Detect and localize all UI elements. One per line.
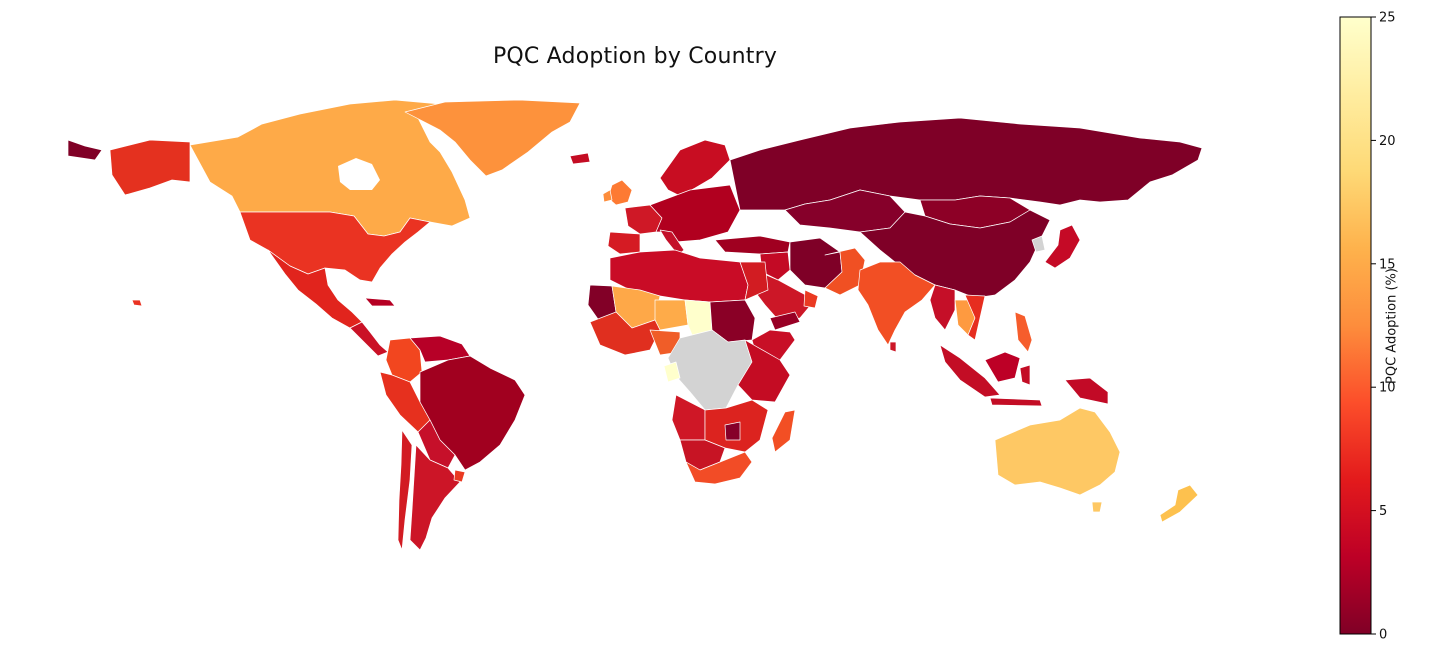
- country-malaysia-sumatra: [939, 344, 1001, 398]
- country-japan: [1044, 224, 1081, 269]
- country-new-zealand: [1159, 484, 1199, 523]
- country-mexico: [267, 249, 363, 329]
- country-kenya-tanzania: [737, 339, 791, 403]
- country-tasmania: [1091, 501, 1103, 513]
- colorbar-tick-label-10: 10: [1379, 381, 1396, 396]
- country-west-africa: [589, 311, 661, 356]
- country-papua: [1064, 377, 1109, 405]
- country-gabon: [663, 361, 681, 383]
- country-canada-hudson-bay: [338, 158, 380, 190]
- country-uruguay: [453, 469, 466, 483]
- country-vietnam: [964, 294, 986, 341]
- country-madagascar: [771, 409, 796, 453]
- country-russia-east-tip: [67, 139, 103, 161]
- country-central-europe: [649, 184, 741, 243]
- country-afghanistan-pakistan: [824, 247, 866, 296]
- countries: [67, 99, 1203, 551]
- country-alaska: [109, 139, 191, 196]
- country-argentina: [409, 444, 461, 551]
- colorbar: 0 5 10 15 20 25: [1339, 11, 1396, 643]
- country-philippines: [1014, 311, 1033, 353]
- country-russia: [729, 117, 1203, 211]
- country-myanmar: [929, 284, 956, 331]
- country-chile: [397, 429, 413, 551]
- country-niger: [654, 299, 689, 331]
- colorbar-tick-label-15: 15: [1379, 257, 1396, 272]
- country-sri-lanka: [889, 341, 897, 353]
- map-title: PQC Adoption by Country: [492, 44, 778, 69]
- country-australia: [994, 407, 1121, 496]
- country-indonesia-java: [989, 397, 1043, 407]
- country-indonesia-borneo: [984, 351, 1021, 383]
- country-cuba: [364, 297, 396, 307]
- country-india: [857, 261, 936, 346]
- country-ireland: [602, 189, 613, 203]
- country-egypt: [739, 261, 769, 301]
- colorbar-tick-label-20: 20: [1379, 134, 1396, 149]
- country-central-america: [349, 321, 389, 357]
- country-south-africa: [685, 451, 753, 485]
- country-spain: [607, 231, 641, 255]
- country-korea: [1031, 235, 1046, 253]
- colorbar-tick-label-0: 0: [1379, 628, 1387, 643]
- country-oman: [803, 289, 819, 309]
- country-scandinavia: [659, 139, 731, 197]
- country-indonesia-sulawesi: [1019, 364, 1031, 386]
- country-yemen: [769, 311, 801, 331]
- country-uk: [607, 179, 633, 206]
- country-turkey: [714, 235, 791, 255]
- country-iceland: [569, 152, 591, 165]
- colorbar-gradient: [1339, 16, 1372, 635]
- country-hawaii: [131, 299, 143, 307]
- colorbar-tick-label-5: 5: [1379, 504, 1387, 519]
- colorbar-tick-label-25: 25: [1379, 11, 1396, 26]
- country-zimbabwe: [724, 421, 741, 441]
- colorbar-label: PQC Adoption (%): [1384, 268, 1400, 384]
- country-greenland: [404, 99, 581, 177]
- colorbar-ticks: 0 5 10 15 20 25: [1371, 11, 1396, 643]
